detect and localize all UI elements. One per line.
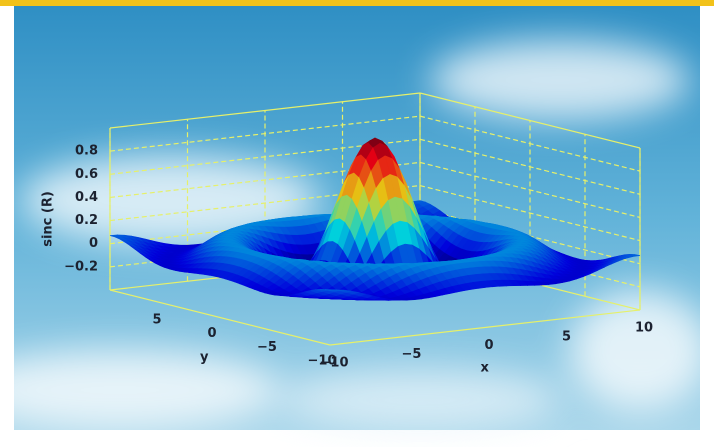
labels: 0.8 0.6 0.4 0.2 0 −0.2 −10 −5 0 5 10 5 0 −5 −10 x y sinc …	[41, 144, 654, 376]
z-tick-label: 0.8	[75, 144, 98, 159]
surface	[109, 137, 641, 301]
grid-line	[419, 184, 641, 242]
x-tick-label: −5	[402, 347, 422, 362]
x-tick-label: 0	[484, 338, 493, 353]
y-tick-label: 5	[152, 312, 161, 327]
x-tick-label: 10	[635, 321, 653, 336]
z-tick-label: 0	[89, 236, 98, 251]
top-bar	[0, 0, 714, 6]
box-edge	[109, 289, 331, 346]
y-tick-label: −5	[257, 340, 277, 355]
surface-patch	[324, 289, 338, 291]
x-tick-label: 5	[562, 329, 571, 344]
z-tick-label: 0.6	[75, 167, 98, 182]
z-tick-label: −0.2	[64, 259, 98, 274]
z-tick-label: 0.4	[75, 190, 98, 205]
y-tick-label: 0	[207, 326, 216, 341]
x-tick-label: −10	[320, 356, 349, 371]
y-axis-label: y	[200, 350, 209, 365]
z-axis-label: sinc (R)	[41, 191, 56, 247]
box-edge	[329, 309, 641, 346]
x-axis-label: x	[481, 360, 490, 375]
clouds	[0, 40, 710, 430]
z-tick-label: 0.2	[75, 213, 98, 228]
y-tick-label: −10	[308, 354, 337, 369]
